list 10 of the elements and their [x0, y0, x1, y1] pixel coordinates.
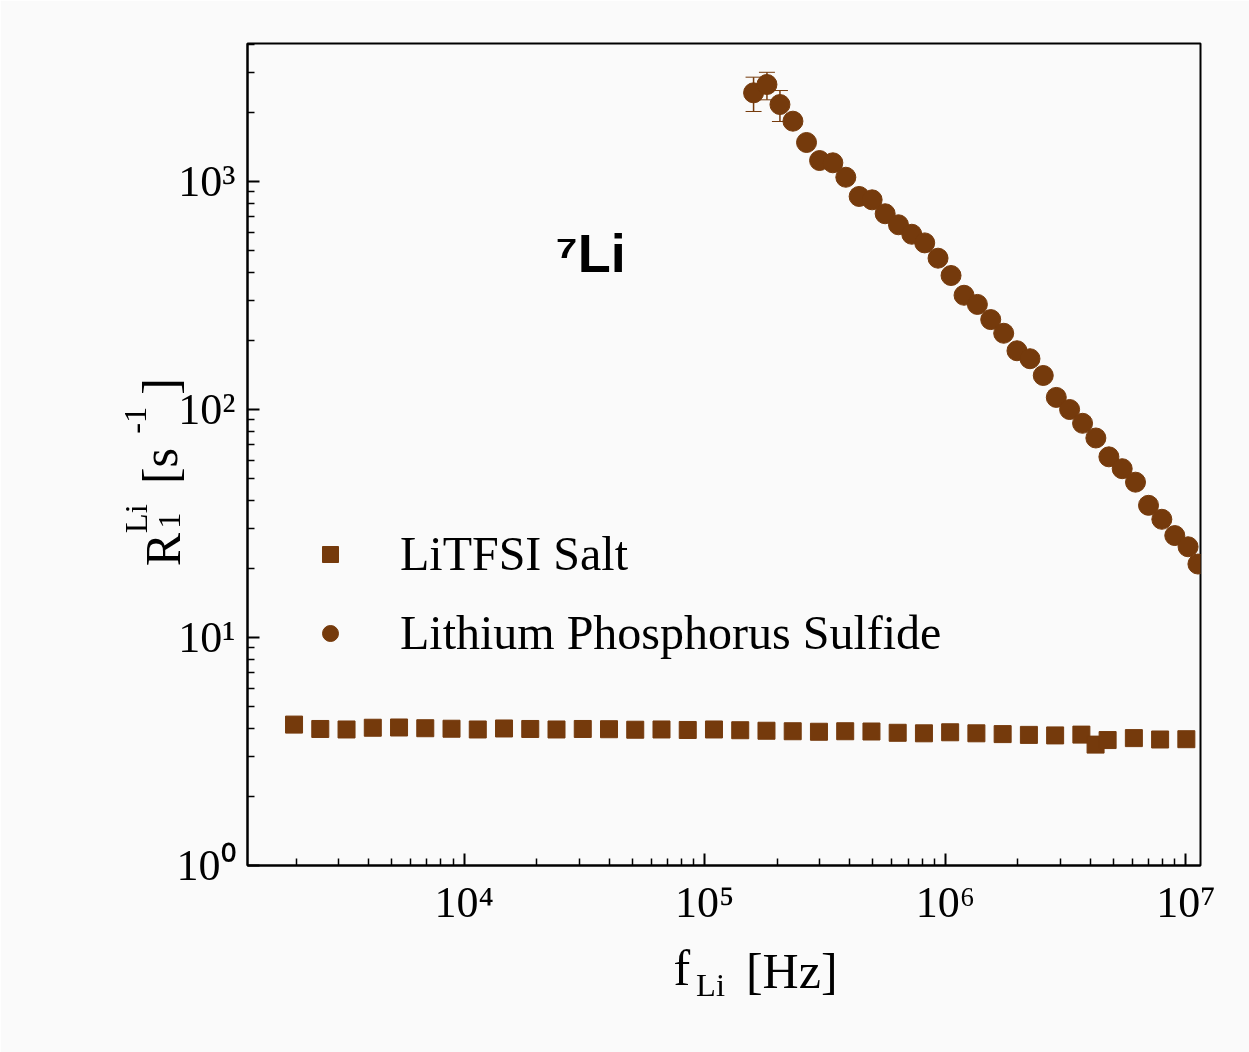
y-tick-label: 10¹ [178, 613, 236, 662]
x-tick-label: 10⁶ [915, 877, 976, 927]
legend-label: Lithium Phosphorus Sulfide [400, 605, 942, 660]
x-tick-label: 10⁴ [434, 877, 494, 927]
annotation: ⁷Li [555, 222, 626, 283]
x-tick-label: 10⁷ [1156, 877, 1216, 927]
y-tick-label: 10³ [178, 157, 236, 207]
legend-label: LiTFSI Salt [400, 526, 629, 581]
y-tick-label: 10⁰ [176, 841, 236, 890]
x-tick-label: 10⁵ [675, 877, 735, 927]
